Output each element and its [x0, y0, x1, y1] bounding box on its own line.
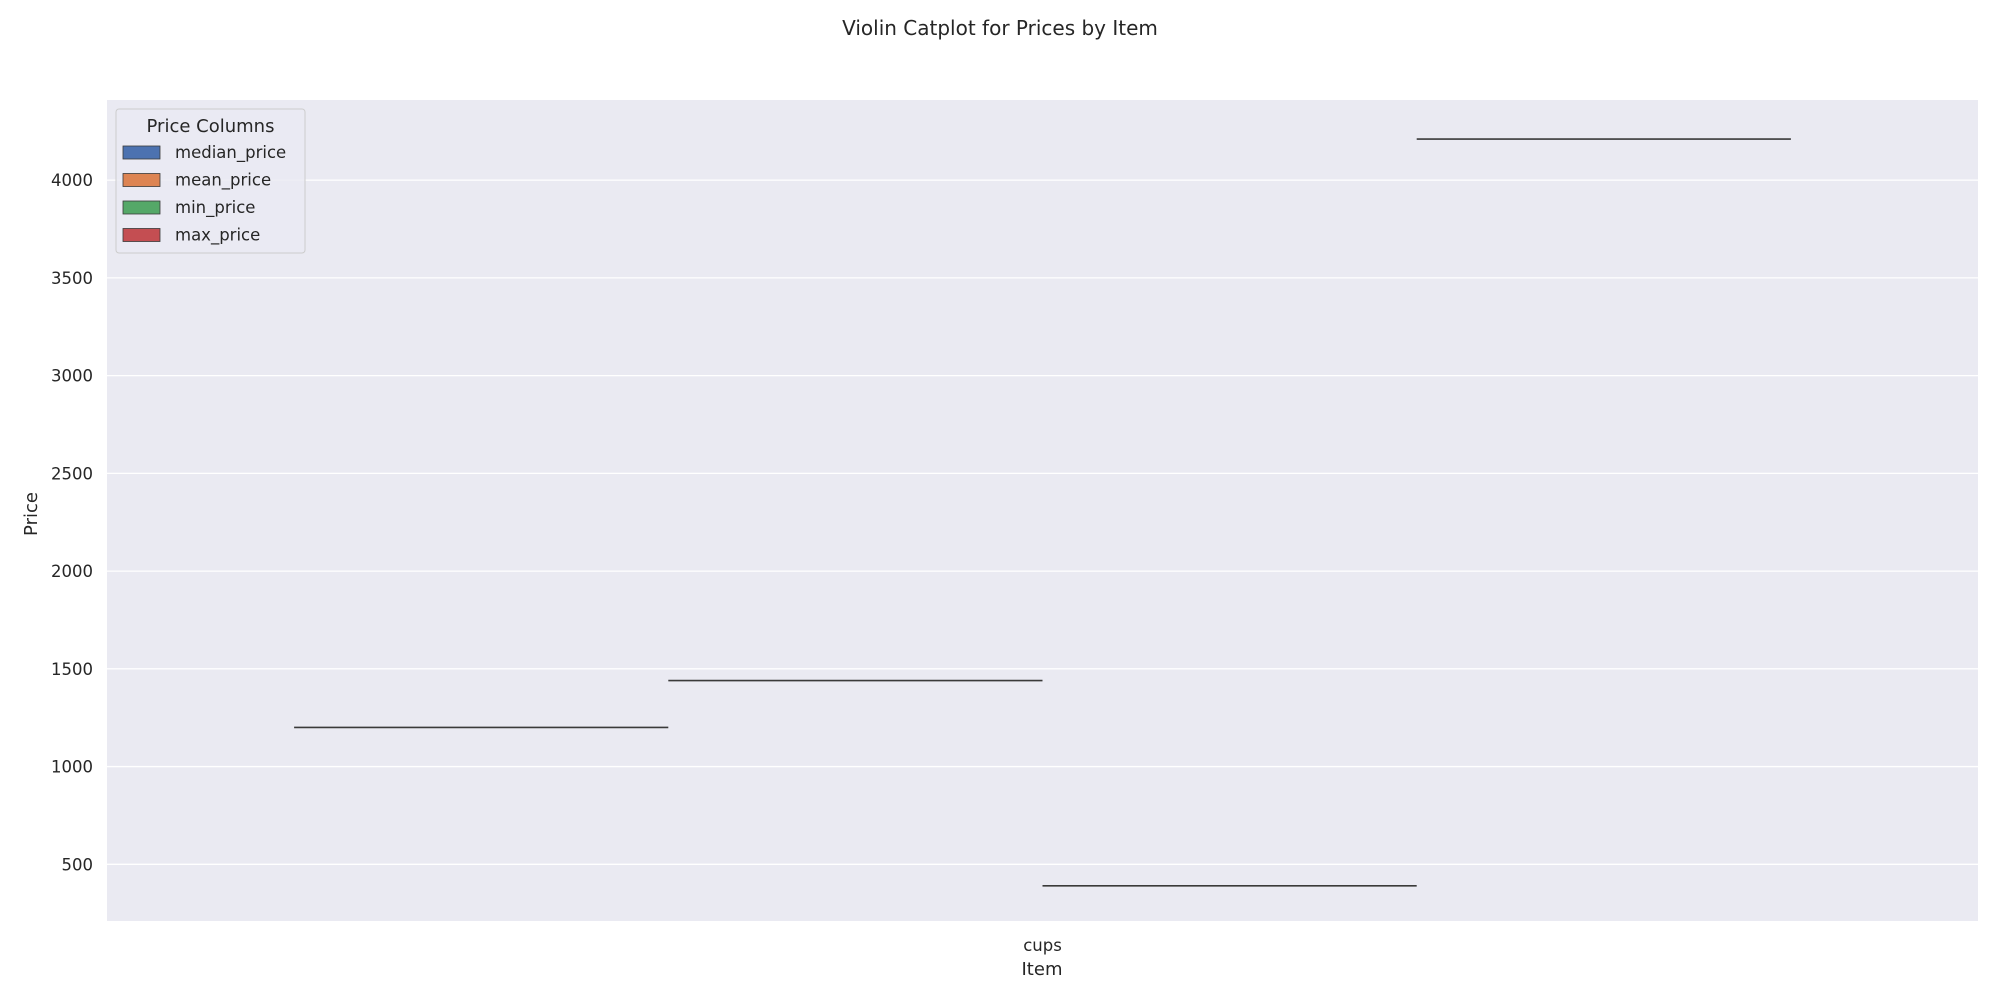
- y-axis-ticks: 500 1000 1500 2000 2500 3000 3500 4000: [51, 171, 93, 874]
- plot-area: [107, 100, 1978, 921]
- legend-swatch-mean_price: [122, 173, 161, 187]
- legend-swatch-median_price: [122, 145, 161, 160]
- y-tick-label: 2000: [51, 562, 93, 581]
- x-tick-label: cups: [1023, 936, 1062, 955]
- y-tick-label: 4000: [51, 171, 93, 190]
- legend-swatch-min_price: [122, 200, 161, 215]
- chart-title: Violin Catplot for Prices by Item: [842, 16, 1158, 40]
- x-axis-label: Item: [1022, 959, 1063, 980]
- y-tick-label: 500: [62, 855, 94, 874]
- x-axis-ticks: cups: [1023, 936, 1062, 955]
- y-tick-label: 3500: [51, 269, 93, 288]
- legend-label: min_price: [175, 198, 255, 218]
- y-tick-label: 1500: [51, 660, 93, 679]
- grid-lines: [107, 179, 1978, 865]
- y-tick-label: 2500: [51, 464, 93, 483]
- legend-box: [115, 108, 306, 254]
- y-axis-label: Price: [21, 492, 42, 536]
- legend-label: max_price: [175, 226, 260, 246]
- legend-label: mean_price: [175, 171, 271, 191]
- y-tick-label: 1000: [51, 758, 93, 777]
- violin-marks: [294, 138, 1791, 887]
- legend-swatch-max_price: [122, 228, 161, 242]
- legend-label: median_price: [175, 143, 286, 163]
- y-tick-label: 3000: [51, 367, 93, 386]
- legend-title: Price Columns: [147, 116, 275, 137]
- legend: Price Columns median_price mean_price min_p…: [115, 108, 306, 254]
